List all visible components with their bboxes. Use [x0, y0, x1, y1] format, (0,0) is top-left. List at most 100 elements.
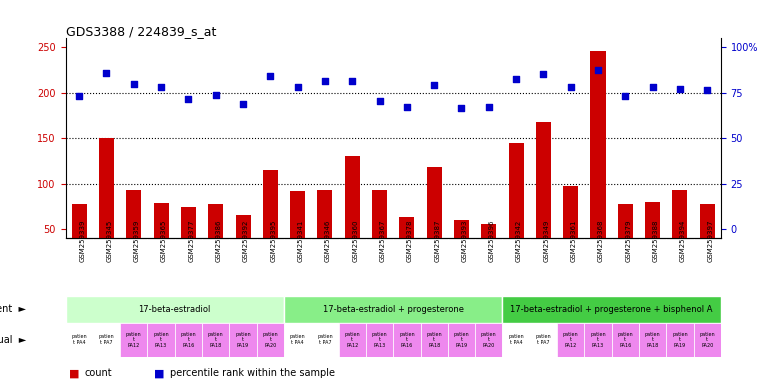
- Bar: [284, 323, 311, 357]
- Text: patien
t
PA18: patien t PA18: [645, 331, 661, 348]
- Bar: [611, 323, 639, 357]
- Text: GSM259397: GSM259397: [707, 220, 713, 262]
- Text: GSM259345: GSM259345: [106, 220, 113, 262]
- Bar: [318, 190, 332, 275]
- Bar: [153, 203, 169, 275]
- Bar: [393, 323, 420, 357]
- Bar: [230, 323, 257, 357]
- Point: [373, 98, 386, 104]
- Text: GSM259359: GSM259359: [134, 220, 140, 262]
- Text: GSM259342: GSM259342: [516, 220, 522, 262]
- Bar: [448, 323, 475, 357]
- Point: [182, 96, 194, 102]
- Text: patien
t
PA12: patien t PA12: [345, 331, 360, 348]
- Text: patien
t PA7: patien t PA7: [99, 334, 114, 345]
- Point: [510, 76, 522, 82]
- Bar: [257, 323, 284, 357]
- Bar: [584, 323, 611, 357]
- Point: [483, 104, 495, 111]
- Bar: [120, 323, 147, 357]
- Bar: [311, 323, 338, 357]
- Text: patien
t
PA12: patien t PA12: [563, 331, 578, 348]
- Text: patien
t
PA12: patien t PA12: [126, 331, 142, 348]
- Point: [100, 70, 113, 76]
- Text: GSM259392: GSM259392: [243, 220, 249, 262]
- Point: [237, 101, 249, 107]
- Text: GSM259395: GSM259395: [271, 220, 276, 262]
- Text: patien
t
PA19: patien t PA19: [672, 331, 688, 348]
- Point: [318, 78, 331, 84]
- Point: [564, 83, 577, 89]
- Bar: [66, 323, 93, 357]
- Text: GSM259361: GSM259361: [571, 220, 577, 262]
- Bar: [372, 190, 387, 275]
- Text: patien
t
PA16: patien t PA16: [180, 331, 197, 348]
- Text: 17-beta-estradiol: 17-beta-estradiol: [139, 305, 211, 314]
- Bar: [563, 186, 578, 275]
- Point: [619, 93, 631, 99]
- Point: [291, 83, 304, 89]
- Bar: [591, 51, 605, 275]
- Bar: [399, 217, 414, 275]
- Point: [155, 84, 167, 91]
- Text: patien
t
PA13: patien t PA13: [372, 331, 387, 348]
- Text: patien
t PA4: patien t PA4: [72, 334, 87, 345]
- Text: GSM259393: GSM259393: [462, 220, 467, 262]
- Text: patien
t PA7: patien t PA7: [536, 334, 551, 345]
- Text: GSM259377: GSM259377: [188, 220, 194, 262]
- Text: patien
t PA4: patien t PA4: [508, 334, 524, 345]
- Text: GSM259388: GSM259388: [652, 220, 658, 262]
- Point: [456, 105, 468, 111]
- Bar: [202, 323, 230, 357]
- Bar: [557, 323, 584, 357]
- Text: ■: ■: [154, 368, 165, 378]
- Text: patien
t
PA20: patien t PA20: [481, 331, 497, 348]
- Bar: [481, 225, 497, 275]
- Bar: [66, 296, 284, 323]
- Text: agent  ►: agent ►: [0, 304, 26, 314]
- Bar: [694, 323, 721, 357]
- Bar: [426, 167, 442, 275]
- Text: patien
t
PA20: patien t PA20: [262, 331, 278, 348]
- Text: 17-beta-estradiol + progesterone + bisphenol A: 17-beta-estradiol + progesterone + bisph…: [510, 305, 713, 314]
- Bar: [147, 323, 175, 357]
- Text: GSM259349: GSM259349: [544, 220, 550, 262]
- Bar: [530, 323, 557, 357]
- Text: GSM259341: GSM259341: [298, 220, 304, 262]
- Text: individual  ►: individual ►: [0, 335, 26, 345]
- Bar: [536, 122, 551, 275]
- Text: patien
t
PA20: patien t PA20: [699, 331, 715, 348]
- Point: [128, 81, 140, 87]
- Bar: [338, 323, 366, 357]
- Text: GSM259360: GSM259360: [352, 220, 359, 262]
- Text: GDS3388 / 224839_s_at: GDS3388 / 224839_s_at: [66, 25, 216, 38]
- Text: patien
t
PA16: patien t PA16: [399, 331, 415, 348]
- Text: patien
t
PA16: patien t PA16: [618, 331, 633, 348]
- Text: patien
t
PA19: patien t PA19: [235, 331, 251, 348]
- Bar: [263, 170, 278, 275]
- Bar: [618, 204, 633, 275]
- Text: patien
t
PA19: patien t PA19: [453, 331, 470, 348]
- Bar: [509, 143, 524, 275]
- Text: GSM259339: GSM259339: [79, 220, 85, 262]
- Point: [210, 92, 222, 98]
- Text: patien
t PA4: patien t PA4: [290, 334, 305, 345]
- Text: patien
t
PA13: patien t PA13: [153, 331, 169, 348]
- Point: [264, 73, 277, 79]
- Bar: [645, 202, 660, 275]
- Bar: [235, 215, 251, 275]
- Bar: [126, 190, 141, 275]
- Bar: [454, 220, 469, 275]
- Point: [537, 71, 550, 77]
- Point: [346, 78, 359, 84]
- Point: [401, 104, 413, 111]
- Bar: [99, 138, 114, 275]
- Text: ■: ■: [69, 368, 80, 378]
- Bar: [503, 323, 530, 357]
- Bar: [345, 156, 360, 275]
- Text: GSM259387: GSM259387: [434, 220, 440, 262]
- Text: GSM259379: GSM259379: [625, 220, 631, 262]
- Text: 17-beta-estradiol + progesterone: 17-beta-estradiol + progesterone: [323, 305, 463, 314]
- Bar: [175, 323, 202, 357]
- Text: GSM259365: GSM259365: [161, 220, 167, 262]
